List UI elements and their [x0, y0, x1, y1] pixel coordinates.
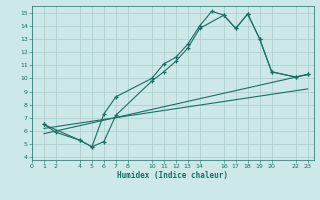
X-axis label: Humidex (Indice chaleur): Humidex (Indice chaleur) [117, 171, 228, 180]
